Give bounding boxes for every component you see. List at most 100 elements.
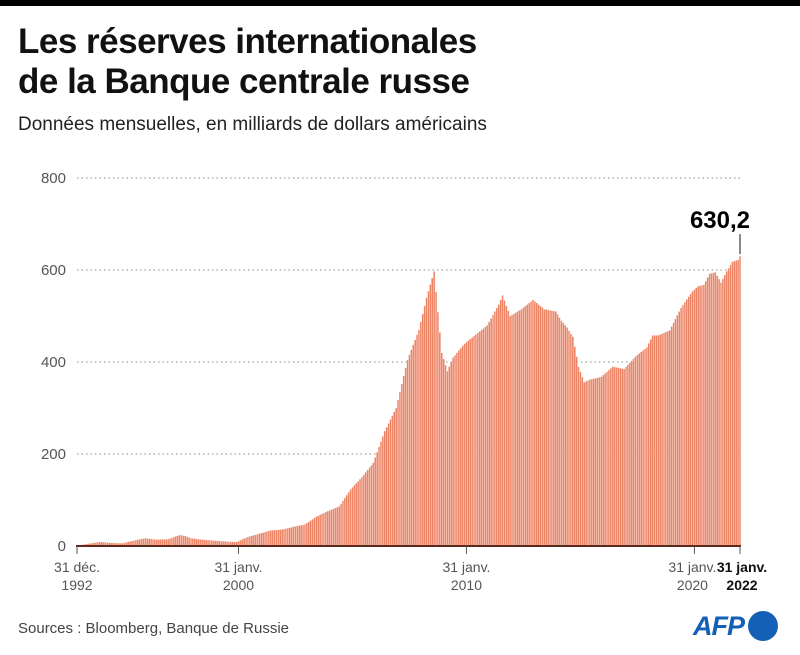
bar xyxy=(662,332,666,547)
bar xyxy=(560,320,563,547)
bar xyxy=(347,492,350,547)
bar xyxy=(518,310,521,547)
bar xyxy=(345,494,348,547)
bar xyxy=(256,533,259,547)
bar xyxy=(683,302,686,547)
x-tick-label-line2: 1992 xyxy=(61,577,92,593)
bar xyxy=(473,335,476,547)
bar xyxy=(490,318,493,547)
bar xyxy=(343,497,346,547)
bar xyxy=(292,526,295,547)
bar xyxy=(189,538,193,547)
bar xyxy=(305,522,308,547)
bar xyxy=(480,329,483,547)
bar xyxy=(379,441,382,547)
bar xyxy=(598,377,601,547)
bar xyxy=(615,367,618,547)
bar xyxy=(693,289,696,547)
bar xyxy=(647,343,650,547)
bar xyxy=(355,483,358,547)
bar xyxy=(482,328,485,547)
x-tick-label-line2: 2000 xyxy=(223,577,254,593)
title-line-2: de la Banque centrale russe xyxy=(18,62,470,101)
bar xyxy=(590,378,593,547)
bar xyxy=(670,326,673,547)
bar xyxy=(419,321,422,547)
bar xyxy=(530,301,533,547)
bar xyxy=(526,304,529,547)
bar xyxy=(514,312,517,547)
bar xyxy=(537,304,540,547)
bar xyxy=(550,310,553,547)
bar xyxy=(332,508,335,547)
x-tick-label-line2: 2020 xyxy=(677,577,708,593)
x-tick-label-line2: 2022 xyxy=(726,577,757,593)
bar xyxy=(681,304,685,547)
bar xyxy=(467,340,470,547)
bar xyxy=(547,309,550,547)
bar xyxy=(630,360,633,547)
bar xyxy=(360,476,363,547)
chart-subtitle: Données mensuelles, en milliards de doll… xyxy=(18,114,487,135)
bar xyxy=(704,280,707,547)
bar xyxy=(184,535,187,547)
bar xyxy=(402,375,405,547)
bar xyxy=(702,284,705,547)
bar xyxy=(554,311,557,547)
bar xyxy=(138,539,141,547)
bar xyxy=(450,361,453,547)
bar xyxy=(429,284,432,547)
bar xyxy=(319,514,322,547)
bar xyxy=(737,259,740,547)
bar xyxy=(267,530,270,547)
bar xyxy=(438,332,441,547)
bar xyxy=(446,371,449,547)
bar xyxy=(594,377,597,547)
bar xyxy=(712,272,715,547)
bar xyxy=(492,314,495,547)
bar xyxy=(153,539,156,547)
bar xyxy=(246,536,249,547)
bar xyxy=(309,520,312,547)
bar xyxy=(541,307,544,547)
bar xyxy=(435,291,438,547)
bar xyxy=(372,462,375,547)
bar xyxy=(397,399,400,547)
bar xyxy=(176,535,179,547)
bar xyxy=(476,332,479,547)
bar xyxy=(298,525,301,547)
bar xyxy=(581,376,584,547)
bar xyxy=(431,277,434,547)
afp-logo: AFP xyxy=(693,609,788,645)
bar xyxy=(522,307,525,547)
bar xyxy=(364,472,367,547)
bar xyxy=(596,377,599,547)
bar xyxy=(387,423,390,547)
bar xyxy=(680,307,683,547)
source-note: Sources : Bloomberg, Banque de Russie xyxy=(18,620,289,637)
bar xyxy=(241,539,244,547)
bar xyxy=(311,519,314,547)
bar xyxy=(254,534,257,547)
bar xyxy=(250,535,253,547)
bar xyxy=(258,533,261,547)
bar xyxy=(718,278,721,547)
bar xyxy=(600,376,603,547)
bar xyxy=(687,296,690,547)
bar xyxy=(539,305,542,547)
bar xyxy=(512,313,515,547)
bar xyxy=(281,529,284,547)
bar xyxy=(626,364,629,547)
bar xyxy=(583,382,586,547)
bar xyxy=(714,272,717,547)
bar xyxy=(463,343,466,547)
bar xyxy=(245,537,248,547)
bar xyxy=(395,407,398,547)
bar xyxy=(425,297,428,547)
bar xyxy=(486,325,489,547)
bar xyxy=(649,339,652,547)
bar xyxy=(321,513,324,547)
bar xyxy=(433,271,436,547)
bar xyxy=(573,346,576,547)
bar xyxy=(461,345,464,547)
